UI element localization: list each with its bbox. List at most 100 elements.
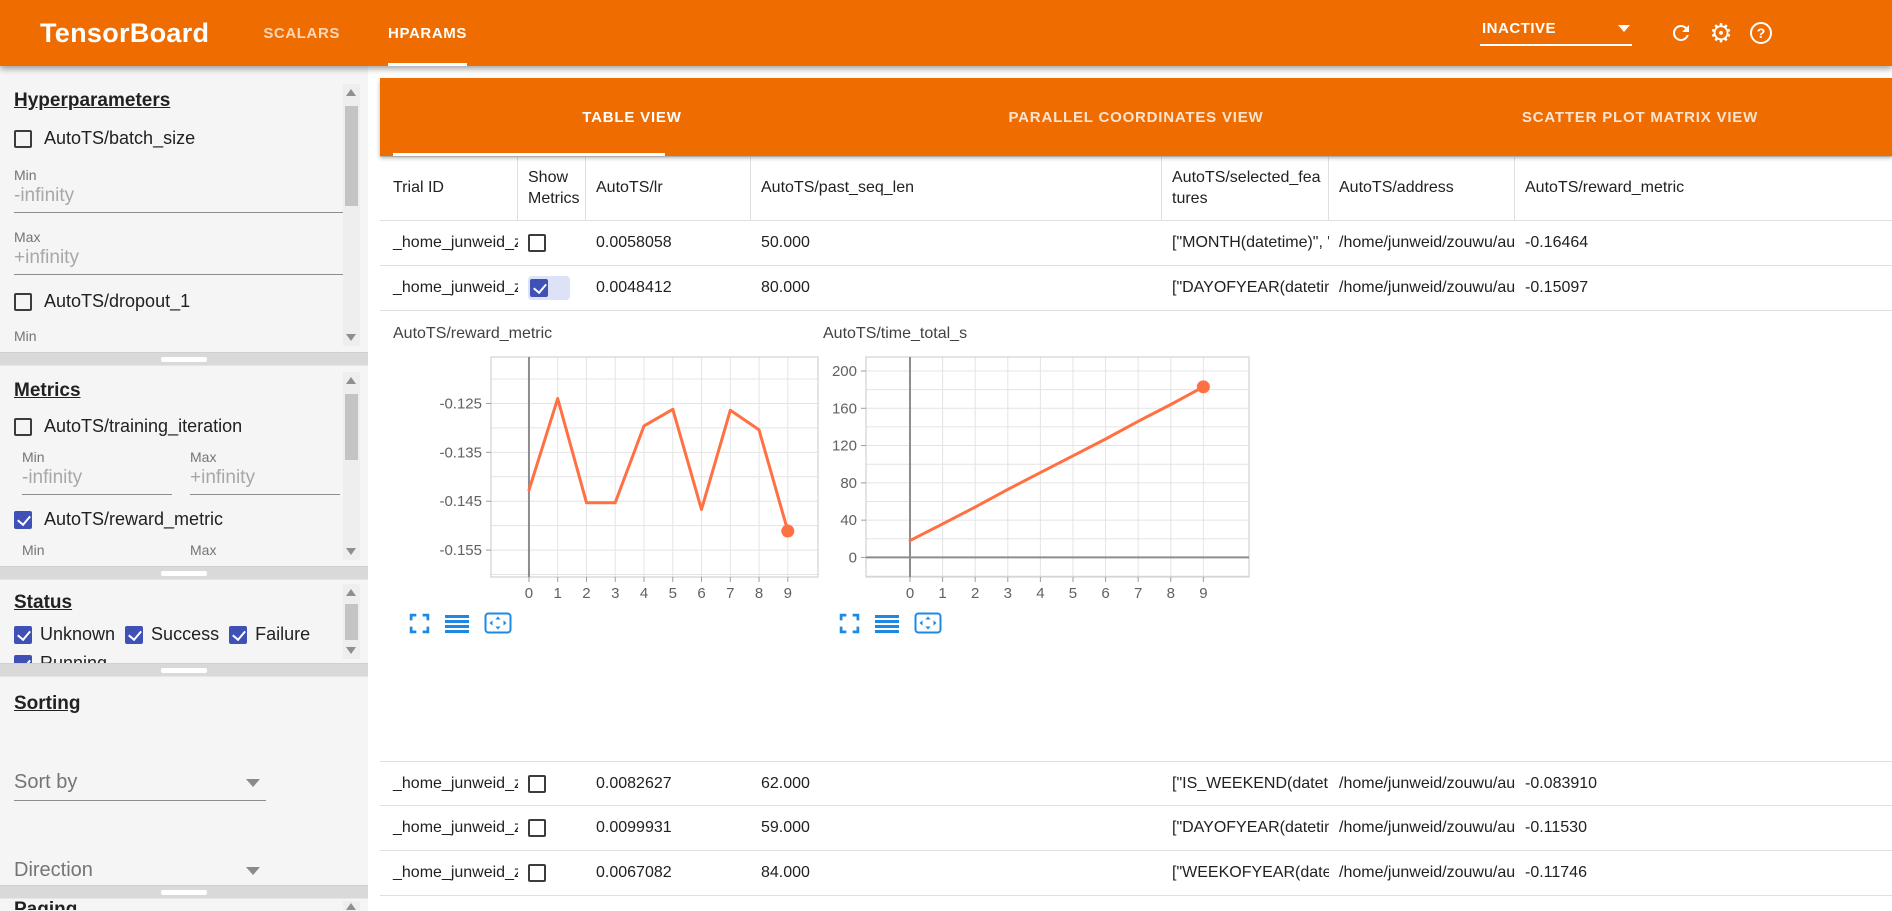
trial-id-cell: _home_junweid_z… <box>393 279 518 296</box>
show-metrics-checkbox[interactable] <box>528 864 546 882</box>
chevron-down-icon <box>1618 25 1630 32</box>
trial-id-cell: _home_junweid_z… <box>393 819 518 836</box>
tab-parallel-coordinates-view[interactable]: PARALLEL COORDINATES VIEW <box>1008 108 1264 126</box>
paging-scrollbar[interactable] <box>343 901 360 910</box>
running-checkbox[interactable] <box>14 654 32 663</box>
scroll-down-icon[interactable] <box>346 647 356 654</box>
tab-hparams[interactable]: HPARAMS <box>364 0 491 66</box>
scroll-thumb[interactable] <box>345 394 358 460</box>
hparams-scrollbar[interactable] <box>343 84 360 346</box>
panel-resize-handle[interactable] <box>0 663 368 677</box>
selected-features-cell: ["WEEKOFYEAR(dateti… <box>1172 864 1329 881</box>
col-trial-id[interactable]: Trial ID <box>380 157 518 220</box>
col-reward-metric[interactable]: AutoTS/reward_metric <box>1525 179 1685 197</box>
tab-scalars[interactable]: SCALARS <box>263 24 341 42</box>
hyperparameters-section: Hyperparameters AutoTS/batch_size Min Ma… <box>0 78 368 352</box>
past-seq-len-cell: 80.000 <box>761 279 810 296</box>
sort-by-select[interactable]: Sort by <box>14 771 266 801</box>
svg-text:40: 40 <box>840 512 857 529</box>
past-seq-len-cell: 59.000 <box>761 819 810 836</box>
col-selected-features[interactable]: AutoTS/selected_features <box>1162 157 1329 220</box>
lr-cell: 0.0082627 <box>596 774 672 792</box>
hparam-batch-size-row: AutoTS/batch_size <box>14 128 354 149</box>
show-metrics-checkbox[interactable] <box>528 234 546 252</box>
list-rows-icon[interactable] <box>445 613 469 634</box>
training-iteration-min-input[interactable] <box>22 465 172 495</box>
direction-select[interactable]: Direction <box>14 859 266 885</box>
sorting-heading: Sorting <box>14 693 81 714</box>
pan-reset-icon[interactable] <box>484 612 512 634</box>
address-cell: /home/junweid/zouwu/aut… <box>1339 774 1515 792</box>
metrics-scrollbar[interactable] <box>343 372 360 560</box>
svg-text:5: 5 <box>669 585 677 602</box>
help-icon[interactable]: ? <box>1748 20 1774 46</box>
batch-size-checkbox[interactable] <box>14 129 32 148</box>
trial-id-cell: _home_junweid_z… <box>393 774 518 792</box>
show-metrics-checkbox[interactable] <box>528 819 546 837</box>
show-metrics-checkbox[interactable] <box>530 279 548 297</box>
training-iteration-max-input[interactable] <box>190 465 340 495</box>
reward-metric-cell: -0.16464 <box>1525 234 1589 251</box>
training-iteration-checkbox[interactable] <box>14 417 32 436</box>
metrics-heading: Metrics <box>14 380 81 401</box>
min-label: Min <box>14 328 37 344</box>
table-row: _home_junweid_z… 0.0099931 59.000 ["DAYO… <box>380 806 1892 851</box>
status-section: Status Unknown Success Failure Running <box>0 580 368 663</box>
scroll-up-icon[interactable] <box>346 89 356 96</box>
unknown-checkbox[interactable] <box>14 625 32 644</box>
failure-checkbox[interactable] <box>229 625 248 644</box>
metric-reward-row: AutoTS/reward_metric <box>14 509 354 530</box>
scroll-thumb[interactable] <box>345 106 358 206</box>
status-heading: Status <box>14 592 73 613</box>
scroll-down-icon[interactable] <box>346 334 356 341</box>
scroll-thumb[interactable] <box>345 604 358 640</box>
tab-scatter-plot-matrix-view[interactable]: SCATTER PLOT MATRIX VIEW <box>1521 108 1759 126</box>
show-metrics-checkbox[interactable] <box>528 774 546 793</box>
address-cell: /home/junweid/zouwu/aut… <box>1339 864 1515 881</box>
pan-reset-icon[interactable] <box>914 612 942 634</box>
panel-resize-handle[interactable] <box>0 885 368 899</box>
tab-table-view[interactable]: TABLE VIEW <box>582 108 682 126</box>
plugin-tabs: SCALARS HPARAMS <box>239 0 491 66</box>
col-past-seq-len[interactable]: AutoTS/past_seq_len <box>751 157 1162 220</box>
chart-title: AutoTS/reward_metric <box>393 325 553 342</box>
sidebar: Hyperparameters AutoTS/batch_size Min Ma… <box>0 66 368 911</box>
list-rows-icon[interactable] <box>875 613 899 634</box>
chart-toolbar <box>823 612 1263 634</box>
time-total-line-chart[interactable]: 0 40 80 120 160 200 0 1 2 3 4 5 6 7 8 9 <box>823 347 1263 602</box>
panel-resize-handle[interactable] <box>0 566 368 580</box>
reward-metric-line-chart[interactable]: -0.125 -0.135 -0.145 -0.155 0 1 2 3 4 5 6 7 8 9 <box>393 347 823 602</box>
address-cell: /home/junweid/zouwu/aut… <box>1339 234 1515 251</box>
scroll-up-icon[interactable] <box>346 589 356 596</box>
settings-gear-icon[interactable]: ⚙ <box>1709 18 1733 48</box>
svg-text:2: 2 <box>971 585 979 602</box>
reward-metric-checkbox[interactable] <box>14 510 32 529</box>
trial-id-cell: _home_junweid_z… <box>393 234 518 251</box>
col-show-metrics[interactable]: Show Metrics <box>518 157 586 220</box>
success-checkbox[interactable] <box>125 625 144 644</box>
batch-size-min-input[interactable] <box>14 183 344 213</box>
col-address[interactable]: AutoTS/address <box>1329 157 1515 220</box>
svg-text:80: 80 <box>840 475 857 492</box>
svg-text:160: 160 <box>832 400 857 417</box>
past-seq-len-cell: 62.000 <box>761 774 810 792</box>
selected-features-cell: ["DAYOFYEAR(datetime… <box>1172 819 1329 836</box>
top-toolbar: TensorBoard SCALARS HPARAMS INACTIVE ⚙ ? <box>0 0 1892 66</box>
refresh-icon[interactable] <box>1668 20 1694 46</box>
scroll-up-icon[interactable] <box>346 903 356 910</box>
dropout-checkbox[interactable] <box>14 292 32 311</box>
metrics-section: Metrics AutoTS/training_iteration Min Ma… <box>0 366 368 566</box>
max-label: Max <box>14 229 41 245</box>
trial-id-cell: _home_junweid_z… <box>393 864 518 881</box>
view-tabs: TABLE VIEW PARALLEL COORDINATES VIEW SCA… <box>380 78 1892 156</box>
scroll-up-icon[interactable] <box>346 377 356 384</box>
panel-resize-handle[interactable] <box>0 352 368 366</box>
status-scrollbar[interactable] <box>343 584 360 659</box>
fullscreen-icon[interactable] <box>839 613 860 634</box>
batch-size-max-input[interactable] <box>14 245 344 275</box>
scroll-down-icon[interactable] <box>346 548 356 555</box>
fullscreen-icon[interactable] <box>409 613 430 634</box>
reload-status-value: INACTIVE <box>1482 20 1557 37</box>
col-lr[interactable]: AutoTS/lr <box>586 157 751 220</box>
reload-status-select[interactable]: INACTIVE <box>1480 20 1632 46</box>
